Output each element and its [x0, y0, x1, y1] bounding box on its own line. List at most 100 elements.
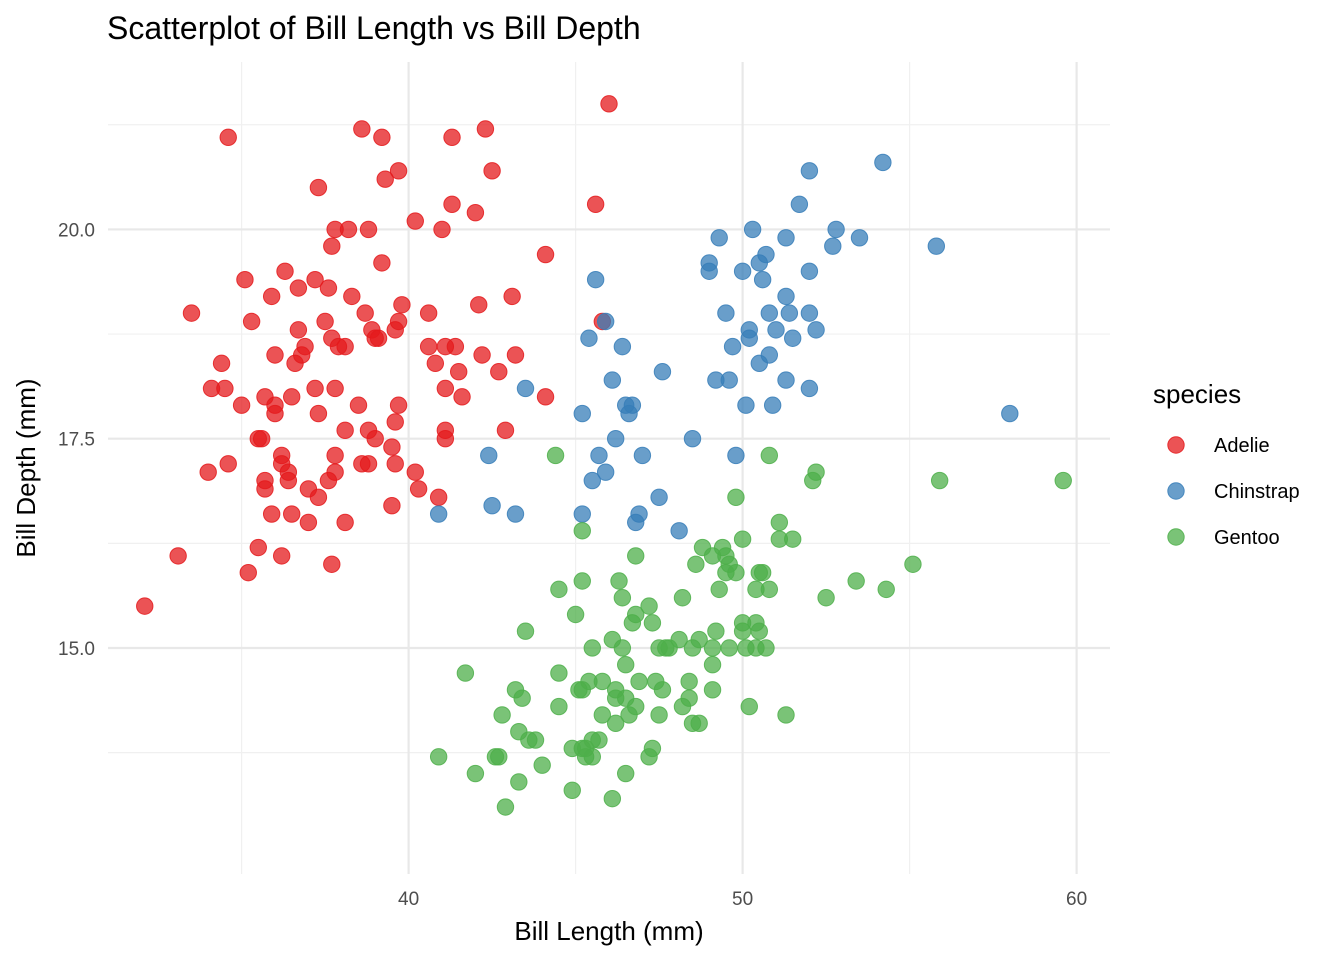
data-point — [593, 672, 612, 691]
data-point — [720, 371, 738, 389]
series-gentoo — [429, 446, 1072, 816]
data-point — [336, 337, 354, 356]
data-point — [513, 689, 531, 707]
data-point — [373, 254, 391, 272]
data-point — [456, 664, 475, 682]
data-point — [703, 656, 722, 674]
data-point — [389, 162, 408, 180]
data-point — [767, 321, 785, 339]
data-point — [680, 689, 698, 707]
data-point — [169, 547, 187, 565]
data-point — [824, 237, 842, 255]
data-point — [262, 287, 281, 306]
data-point — [429, 488, 448, 506]
data-point — [480, 446, 498, 465]
data-point — [596, 463, 615, 481]
data-point — [359, 455, 378, 473]
data-point — [690, 714, 708, 733]
data-point — [426, 354, 445, 373]
data-point — [653, 363, 672, 381]
data-point — [630, 505, 648, 523]
data-point — [389, 396, 408, 414]
data-point — [283, 505, 301, 523]
data-point — [610, 572, 628, 590]
data-point — [586, 195, 605, 214]
data-point — [393, 296, 411, 314]
data-point — [339, 220, 358, 239]
data-point — [733, 530, 752, 548]
data-point — [266, 404, 284, 423]
data-point — [627, 605, 645, 624]
data-point — [573, 404, 591, 423]
data-point — [443, 128, 461, 147]
data-point — [790, 195, 809, 214]
data-point — [596, 312, 615, 331]
data-point — [536, 388, 555, 406]
y-tick-label: 20.0 — [58, 220, 95, 241]
data-point — [496, 421, 515, 440]
data-point — [496, 798, 515, 816]
data-point — [550, 664, 568, 682]
data-point — [760, 580, 779, 599]
series-chinstrap — [429, 153, 1019, 540]
data-point — [409, 480, 428, 498]
data-point — [483, 162, 501, 180]
legend: species Adelie Chinstrap Gentoo — [1153, 379, 1300, 549]
data-point — [617, 764, 635, 783]
data-point — [727, 488, 745, 506]
data-point — [406, 463, 424, 481]
data-point — [373, 128, 391, 147]
data-point — [536, 245, 555, 264]
data-point — [623, 396, 642, 414]
data-point — [550, 697, 568, 716]
data-point — [606, 714, 625, 733]
data-point — [743, 220, 762, 239]
grid-minor-lines — [108, 62, 1110, 874]
data-point — [673, 589, 692, 607]
data-point — [753, 270, 772, 289]
data-point — [800, 262, 819, 280]
data-point — [406, 212, 424, 230]
data-point — [740, 697, 758, 716]
data-point — [316, 312, 334, 331]
data-point — [216, 379, 234, 398]
data-point — [583, 748, 601, 766]
data-point — [727, 446, 745, 465]
data-point — [436, 379, 455, 398]
data-point — [266, 346, 284, 364]
data-point — [703, 681, 722, 699]
data-point — [800, 379, 819, 398]
data-point — [279, 471, 298, 490]
data-point — [874, 153, 892, 172]
data-point — [680, 672, 698, 691]
data-point — [516, 379, 535, 398]
data-point — [219, 455, 237, 473]
data-point — [566, 605, 585, 624]
legend-key-chinstrap — [1167, 482, 1185, 500]
data-point — [603, 371, 622, 389]
data-point — [753, 563, 772, 582]
data-point — [904, 555, 922, 573]
data-point — [583, 639, 601, 657]
data-point — [784, 530, 802, 548]
x-axis-title: Bill Length (mm) — [514, 916, 703, 946]
data-point — [516, 622, 535, 640]
data-point — [670, 522, 688, 540]
data-point — [700, 254, 718, 272]
x-axis-ticks: 40 50 60 — [398, 889, 1087, 910]
data-point — [807, 321, 825, 339]
data-point — [580, 329, 598, 347]
data-point — [850, 229, 869, 247]
legend-label-gentoo: Gentoo — [1214, 527, 1280, 549]
y-tick-label: 15.0 — [58, 639, 95, 660]
data-point — [276, 262, 294, 280]
data-point — [309, 488, 328, 506]
data-point — [326, 463, 344, 481]
data-point — [450, 363, 468, 381]
data-point — [283, 388, 301, 406]
data-point — [757, 245, 775, 264]
data-point — [627, 547, 645, 565]
data-point — [526, 731, 545, 749]
data-point — [550, 580, 568, 599]
